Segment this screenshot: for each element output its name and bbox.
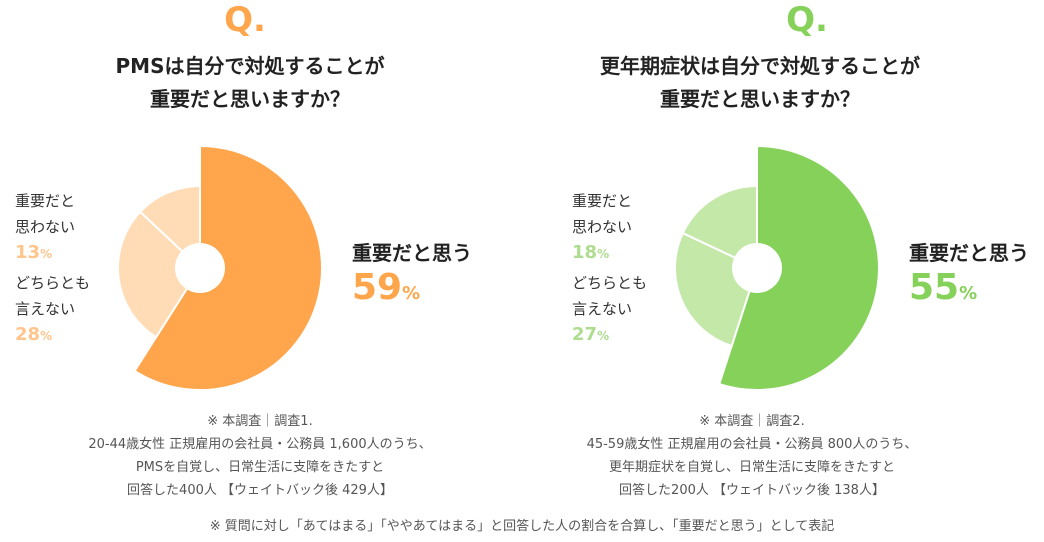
pie-center-hole bbox=[175, 243, 225, 293]
label-line: 言えない bbox=[572, 300, 633, 318]
label-line: 言えない bbox=[15, 300, 76, 318]
label-line: 重要だと思う bbox=[909, 241, 1029, 265]
pie-center-hole bbox=[732, 243, 782, 293]
label-line: 重要だと bbox=[572, 192, 633, 210]
percent-important: 55% bbox=[909, 267, 978, 308]
label-important: 重要だと思う 59% bbox=[352, 237, 472, 316]
note-line: ※ 本調査｜調査2. bbox=[699, 414, 805, 429]
percent-not-important: 13% bbox=[15, 242, 53, 263]
label-not-important: 重要だと 思わない 18% bbox=[572, 188, 632, 267]
label-neutral: どちらとも 言えない 28% bbox=[15, 270, 90, 349]
pie-chart bbox=[117, 144, 323, 391]
label-line: どちらとも bbox=[572, 274, 648, 292]
q-mark: Q. bbox=[224, 0, 266, 40]
slice-neutral bbox=[117, 210, 202, 339]
percent-important: 59% bbox=[352, 267, 421, 308]
chart-panel-menopause: Q. 更年期症状は自分で対処することが 重要だと思いますか？ 重要だと 思わない… bbox=[557, 0, 1044, 505]
survey-note: ※ 本調査｜調査1. 20-44歳女性 正規雇用の会社員・公務員 1,600人の… bbox=[50, 410, 470, 502]
title-line: 重要だと思いますか？ bbox=[150, 87, 350, 111]
footnote: ※ 質問に対し「あてはまる」「ややあてはまる」と回答した人の割合を合算し、「重要… bbox=[209, 519, 835, 534]
label-important: 重要だと思う 55% bbox=[909, 237, 1029, 316]
title-line: 重要だと思いますか？ bbox=[660, 87, 860, 111]
q-mark: Q. bbox=[786, 0, 828, 40]
label-line: 思わない bbox=[15, 218, 76, 236]
percent-not-important: 18% bbox=[572, 242, 610, 263]
label-neutral: どちらとも 言えない 27% bbox=[572, 270, 647, 349]
chart-title: PMSは自分で対処することが 重要だと思いますか？ bbox=[0, 50, 500, 116]
survey-note: ※ 本調査｜調査2. 45-59歳女性 正規雇用の会社員・公務員 800人のうち… bbox=[542, 410, 962, 502]
slice-important bbox=[133, 144, 323, 391]
label-line: 思わない bbox=[572, 218, 633, 236]
note-line: 45-59歳女性 正規雇用の会社員・公務員 800人のうち、 bbox=[586, 437, 918, 452]
note-line: 更年期症状を自覚し、日常生活に支障をきたすと bbox=[608, 460, 895, 475]
title-line: 更年期症状は自分で対処することが bbox=[600, 54, 920, 78]
title-line: PMSは自分で対処することが bbox=[115, 54, 385, 78]
label-line: 重要だと bbox=[15, 192, 76, 210]
chart-title: 更年期症状は自分で対処することが 重要だと思いますか？ bbox=[510, 50, 1010, 116]
label-line: どちらとも bbox=[15, 274, 91, 292]
note-line: 回答した400人 【ウェイトバック後 429人】 bbox=[127, 483, 393, 498]
label-line: 重要だと思う bbox=[352, 241, 472, 265]
percent-neutral: 27% bbox=[572, 324, 610, 345]
slice-not-important bbox=[138, 184, 201, 271]
label-not-important: 重要だと 思わない 13% bbox=[15, 188, 75, 267]
note-line: 20-44歳女性 正規雇用の会社員・公務員 1,600人のうち、 bbox=[88, 437, 432, 452]
slice-important bbox=[718, 144, 880, 391]
chart-panel-pms: Q. PMSは自分で対処することが 重要だと思いますか？ 重要だと 思わない 1… bbox=[0, 0, 522, 505]
pie-chart bbox=[674, 144, 880, 391]
note-line: 回答した200人 【ウェイトバック後 138人】 bbox=[619, 483, 885, 498]
slice-not-important bbox=[681, 184, 758, 270]
note-line: PMSを自覚し、日常生活に支障をきたすと bbox=[135, 460, 385, 475]
percent-neutral: 28% bbox=[15, 324, 53, 345]
note-line: ※ 本調査｜調査1. bbox=[207, 414, 313, 429]
